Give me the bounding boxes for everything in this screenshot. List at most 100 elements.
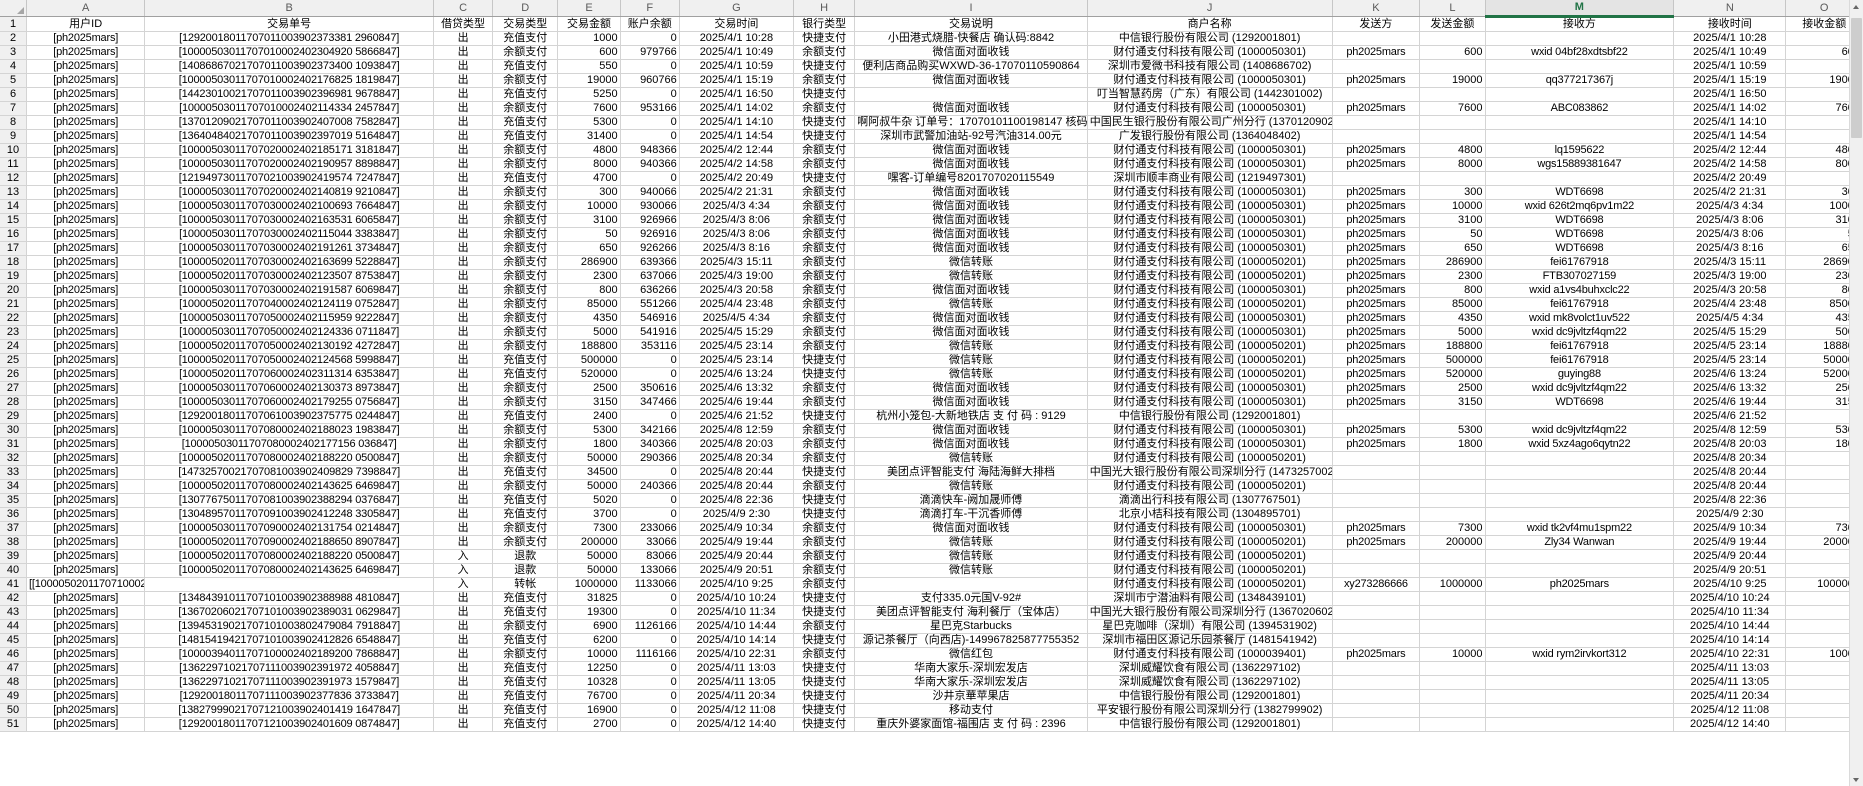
cell-l-8[interactable]	[1419, 115, 1486, 130]
table-row[interactable]: 51 [ph2025mars] [1292001801170712100390240…	[0, 717, 1863, 732]
cell-k-4[interactable]	[1332, 59, 1421, 74]
cell-b-38[interactable]: [10000502011707090002402188650 8907847]	[144, 535, 434, 550]
cell-f-13[interactable]: 940066	[620, 185, 680, 200]
cell-e-40[interactable]: 50000	[557, 563, 621, 578]
table-row[interactable]: 36 [ph2025mars] [1304895701170709100390241…	[0, 507, 1863, 522]
cell-k-46[interactable]: ph2025mars	[1332, 647, 1421, 662]
cell-i-25[interactable]: 微信转账	[854, 353, 1088, 368]
cell-j-33[interactable]: 中国光大银行股份有限公司深圳分行 (1473257002)	[1087, 465, 1333, 480]
column-header-o[interactable]: O	[1785, 0, 1863, 17]
cell-n-22[interactable]: 2025/4/5 4:34	[1673, 311, 1787, 326]
cell-e-5[interactable]: 19000	[557, 73, 621, 88]
cell-m-51[interactable]	[1485, 717, 1675, 732]
cell-g-25[interactable]: 2025/4/5 23:14	[679, 353, 795, 368]
cell-n-35[interactable]: 2025/4/8 22:36	[1673, 493, 1787, 508]
cell-e-6[interactable]: 5250	[557, 87, 621, 102]
cell-f-10[interactable]: 948366	[620, 143, 680, 158]
cell-d-9[interactable]: 充值支付	[492, 129, 559, 144]
cell-c-17[interactable]: 出	[433, 241, 494, 256]
cell-i-38[interactable]: 微信转账	[854, 535, 1088, 550]
cell-n-12[interactable]: 2025/4/2 20:49	[1673, 171, 1787, 186]
cell-e-19[interactable]: 2300	[557, 269, 621, 284]
cell-n-41[interactable]: 2025/4/10 9:25	[1673, 577, 1787, 592]
cell-f-12[interactable]: 0	[620, 171, 680, 186]
cell-c-15[interactable]: 出	[433, 213, 494, 228]
cell-g-18[interactable]: 2025/4/3 15:11	[679, 255, 795, 270]
row-header-44[interactable]: 44	[0, 619, 28, 634]
cell-c-30[interactable]: 出	[433, 423, 494, 438]
cell-g-36[interactable]: 2025/4/9 2:30	[679, 507, 795, 522]
cell-e-9[interactable]: 31400	[557, 129, 621, 144]
cell-a-20[interactable]: [ph2025mars]	[26, 283, 146, 298]
cell-m-16[interactable]: WDT6698	[1485, 227, 1675, 242]
cell-b-30[interactable]: [10000503011707080002402188023 1983847]	[144, 423, 434, 438]
cell-e-21[interactable]: 85000	[557, 297, 621, 312]
column-header-d[interactable]: D	[492, 0, 559, 17]
cell-f-23[interactable]: 541916	[620, 325, 680, 340]
cell-f-35[interactable]: 0	[620, 493, 680, 508]
cell-e-26[interactable]: 520000	[557, 367, 621, 382]
cell-e-18[interactable]: 286900	[557, 255, 621, 270]
cell-j-37[interactable]: 财付通支付科技有限公司 (1000050301)	[1087, 521, 1333, 536]
cell-g-16[interactable]: 2025/4/3 8:06	[679, 227, 795, 242]
cell-a-29[interactable]: [ph2025mars]	[26, 409, 146, 424]
table-row[interactable]: 37 [ph2025mars] [1000050301170709000240213…	[0, 521, 1863, 536]
table-row[interactable]: 22 [ph2025mars] [1000050301170705000240211…	[0, 311, 1863, 326]
cell-f-32[interactable]: 290366	[620, 451, 680, 466]
cell-j-25[interactable]: 财付通支付科技有限公司 (1000050201)	[1087, 353, 1333, 368]
cell-a-23[interactable]: [ph2025mars]	[26, 325, 146, 340]
cell-n-19[interactable]: 2025/4/3 19:00	[1673, 269, 1787, 284]
table-row[interactable]: 9 [ph2025mars] [13640484021707011003902397…	[0, 129, 1863, 144]
cell-f-25[interactable]: 0	[620, 353, 680, 368]
cell-c-8[interactable]: 出	[433, 115, 494, 130]
column-header-b[interactable]: B	[144, 0, 434, 17]
cell-g-19[interactable]: 2025/4/3 19:00	[679, 269, 795, 284]
cell-c-42[interactable]: 出	[433, 591, 494, 606]
cell-j-22[interactable]: 财付通支付科技有限公司 (1000050301)	[1087, 311, 1333, 326]
cell-i-50[interactable]: 移动支付	[854, 703, 1088, 718]
cell-b-45[interactable]: [14815419421707101003902412826 6548847]	[144, 633, 434, 648]
cell-f-3[interactable]: 979766	[620, 45, 680, 60]
cell-n-28[interactable]: 2025/4/6 19:44	[1673, 395, 1787, 410]
cell-c-31[interactable]: 出	[433, 437, 494, 452]
cell-c-14[interactable]: 出	[433, 199, 494, 214]
cell-i-37[interactable]: 微信面对面收钱	[854, 521, 1088, 536]
cell-c-28[interactable]: 出	[433, 395, 494, 410]
cell-i-33[interactable]: 美团点评智能支付 海陆海鲜大排档	[854, 465, 1088, 480]
cell-i-14[interactable]: 微信面对面收钱	[854, 199, 1088, 214]
cell-l-49[interactable]	[1419, 689, 1486, 704]
cell-d-37[interactable]: 余额支付	[492, 521, 559, 536]
cell-h-18[interactable]: 余额支付	[793, 255, 856, 270]
cell-b-15[interactable]: [10000503011707030002402163531 6065847]	[144, 213, 434, 228]
row-header-1[interactable]: 1	[0, 16, 28, 32]
cell-f-40[interactable]: 133066	[620, 563, 680, 578]
table-row[interactable]: 16 [ph2025mars] [1000050301170703000240211…	[0, 227, 1863, 242]
cell-n-49[interactable]: 2025/4/11 20:34	[1673, 689, 1787, 704]
cell-a-35[interactable]: [ph2025mars]	[26, 493, 146, 508]
cell-j-8[interactable]: 中国民生银行股份有限公司广州分行 (1370120902)	[1087, 115, 1333, 130]
cell-a-43[interactable]: [ph2025mars]	[26, 605, 146, 620]
cell-d-14[interactable]: 余额支付	[492, 199, 559, 214]
cell-n-18[interactable]: 2025/4/3 15:11	[1673, 255, 1787, 270]
cell-g-2[interactable]: 2025/4/1 10:28	[679, 31, 795, 46]
row-header-51[interactable]: 51	[0, 717, 28, 732]
cell-b-9[interactable]: [13640484021707011003902397019 5164847]	[144, 129, 434, 144]
cell-l-51[interactable]	[1419, 717, 1486, 732]
cell-g-28[interactable]: 2025/4/6 19:44	[679, 395, 795, 410]
cell-m-9[interactable]	[1485, 129, 1675, 144]
cell-d-10[interactable]: 余额支付	[492, 143, 559, 158]
cell-n-47[interactable]: 2025/4/11 13:03	[1673, 661, 1787, 676]
cell-k-13[interactable]: ph2025mars	[1332, 185, 1421, 200]
cell-j-50[interactable]: 平安银行股份有限公司深圳分行 (1382799902)	[1087, 703, 1333, 718]
cell-i-11[interactable]: 微信面对面收钱	[854, 157, 1088, 172]
cell-c-50[interactable]: 出	[433, 703, 494, 718]
cell-f-7[interactable]: 953166	[620, 101, 680, 116]
cell-e-43[interactable]: 19300	[557, 605, 621, 620]
cell-g-42[interactable]: 2025/4/10 10:24	[679, 591, 795, 606]
cell-j-2[interactable]: 中信银行股份有限公司 (1292001801)	[1087, 31, 1333, 46]
cell-d-3[interactable]: 余额支付	[492, 45, 559, 60]
cell-c-47[interactable]: 出	[433, 661, 494, 676]
cell-m-34[interactable]	[1485, 479, 1675, 494]
cell-m-7[interactable]: ABC083862	[1485, 101, 1675, 116]
cell-g-49[interactable]: 2025/4/11 20:34	[679, 689, 795, 704]
